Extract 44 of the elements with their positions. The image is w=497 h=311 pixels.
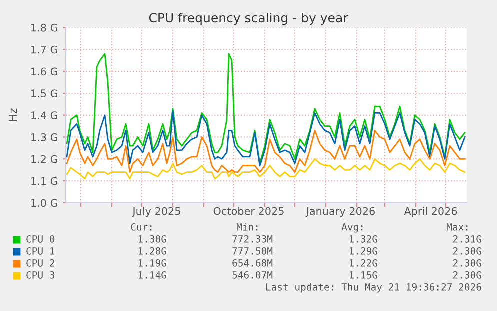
text: 2.30G bbox=[453, 247, 482, 255]
legend-label: CPU 2 bbox=[26, 259, 54, 267]
y-tick-label: 1.0 G bbox=[32, 199, 58, 208]
line-series bbox=[66, 110, 466, 166]
text: 1.15G bbox=[350, 271, 378, 279]
y-tick-label: 1.7 G bbox=[32, 46, 58, 54]
text: 1.30G bbox=[138, 235, 166, 243]
x-tick-label: January 2026 bbox=[306, 207, 375, 218]
text: 2.30G bbox=[453, 271, 482, 279]
chart-title: CPU frequency scaling - by year bbox=[149, 12, 348, 26]
y-tick-label: 1.1 G bbox=[32, 177, 58, 186]
x-tick-label: July 2025 bbox=[132, 207, 180, 218]
legend-label: CPU 1 bbox=[26, 247, 55, 255]
y-tick-label: 1.3 G bbox=[32, 133, 58, 142]
text: 1.32G bbox=[350, 235, 378, 243]
text: Last update: Thu May 21 19:36:27 2026 bbox=[266, 283, 482, 293]
text: Avg: bbox=[342, 224, 363, 233]
line-series bbox=[66, 158, 466, 180]
y-tick-label: 1.5 G bbox=[32, 90, 58, 98]
line-series bbox=[66, 130, 466, 174]
text: Cur: bbox=[131, 223, 152, 231]
legend-label: CPU 3 bbox=[26, 271, 55, 279]
text: 1.22G bbox=[350, 259, 378, 267]
text: 1.29G bbox=[350, 247, 378, 255]
x-tick-label: April 2026 bbox=[404, 207, 458, 218]
y-tick-label: 1.8 G bbox=[32, 24, 58, 32]
y-axis-title: Hz bbox=[8, 108, 17, 122]
text: 772.33M bbox=[232, 235, 273, 243]
x-tick-label: October 2025 bbox=[214, 207, 284, 216]
y-tick-label: 1.2 G bbox=[32, 155, 58, 164]
text: 1.19G bbox=[138, 259, 166, 267]
y-tick-label: 1.6 G bbox=[32, 68, 58, 76]
line-series bbox=[66, 53, 466, 164]
text: 2.30G bbox=[453, 259, 482, 267]
text: 1.14G bbox=[138, 271, 166, 279]
y-tick-label: 1.4 G bbox=[32, 112, 58, 120]
text: 654.68M bbox=[232, 259, 273, 267]
text: Min: bbox=[236, 223, 258, 231]
legend-label: CPU 0 bbox=[26, 235, 55, 243]
text: 1.28G bbox=[138, 247, 166, 255]
text: Max: bbox=[446, 224, 468, 231]
text: 777.50M bbox=[232, 247, 273, 255]
text: 546.07M bbox=[232, 271, 273, 279]
text: 2.31G bbox=[453, 235, 482, 243]
